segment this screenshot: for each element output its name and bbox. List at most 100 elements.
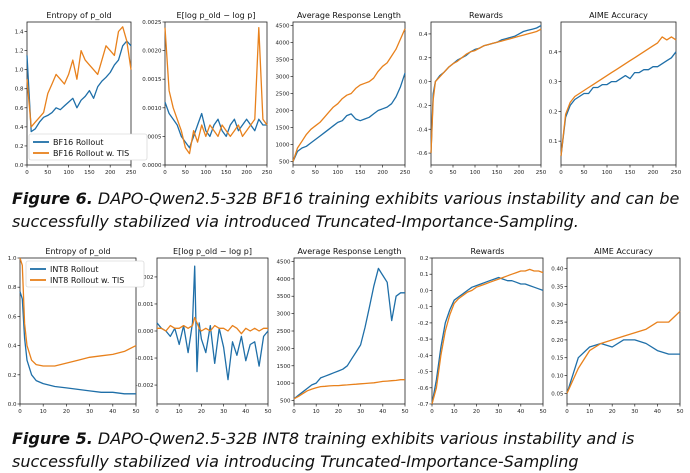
series-line-rollout-tis	[292, 28, 406, 162]
legend: BF16 Rollout BF16 Rollout w. TIS	[28, 133, 148, 161]
x-tick-label: 50	[44, 170, 51, 176]
x-tick-label: 30	[86, 409, 93, 415]
x-tick-label: 50	[265, 409, 272, 415]
chart-panel-4: Rewards 0 50 100 150 200 250 -0.6 -0.4 -0.2 0.0 0.2…	[417, 11, 547, 176]
y-tick-label: 3000	[277, 312, 291, 318]
x-tick-label: 0	[559, 170, 563, 176]
y-tick-label: -0.5	[418, 370, 429, 376]
series-line-rollout	[164, 101, 267, 149]
x-tick-label: 250	[126, 170, 137, 176]
x-tick-label: 50	[402, 409, 409, 415]
x-tick-label: 20	[473, 409, 480, 415]
y-tick-label: -0.4	[417, 127, 428, 133]
y-tick-label: 0.002	[138, 275, 154, 281]
y-tick-label: 4000	[276, 40, 290, 46]
x-tick-label: 20	[198, 409, 205, 415]
x-tick-label: 0	[430, 409, 434, 415]
x-tick-label: 250	[671, 170, 682, 176]
legend-box	[28, 133, 148, 161]
y-tick-label: 0.40	[551, 267, 564, 273]
caption-label: Figure 5.	[12, 429, 93, 448]
x-tick-label: 0	[25, 170, 29, 176]
x-tick-label: 200	[241, 170, 252, 176]
y-tick-label: 1.0	[15, 68, 24, 74]
series-line-rollout-tis	[431, 268, 544, 405]
y-tick-label: 0.0025	[142, 20, 162, 26]
y-tick-label: 0.001	[138, 302, 154, 308]
y-tick-label: 0.4	[419, 32, 428, 38]
y-tick-label: 0.20	[551, 338, 564, 344]
y-tick-label: 0.000	[138, 329, 154, 335]
series-line-rollout-tis	[19, 257, 137, 367]
legend-label: BF16 Rollout w. TIS	[53, 149, 129, 158]
y-tick-label: 0.6	[8, 314, 17, 320]
x-tick-label: 0	[429, 170, 433, 176]
figure-6-charts: Entropy of p_old 0 50 100 150 200 250 0.0 0.2 0.4…	[15, 11, 682, 176]
legend-label: INT8 Rollout w. TIS	[50, 276, 124, 285]
y-tick-label: 0.0005	[142, 134, 162, 140]
plot-frame	[431, 257, 544, 405]
x-tick-label: 40	[242, 409, 249, 415]
x-tick-label: 200	[105, 170, 116, 176]
x-tick-label: 10	[40, 409, 47, 415]
y-tick-label: 0.2	[420, 256, 429, 262]
series-line-rollout	[26, 40, 132, 133]
chart-title: Average Response Length	[297, 11, 401, 20]
x-tick-label: 50	[450, 170, 457, 176]
y-tick-label: 0.4	[8, 344, 17, 350]
plot-frame	[566, 257, 681, 405]
y-tick-label: 0.6	[15, 106, 24, 112]
chart-panel-3: Average Response Length 0 50 100 150 200 250 50…	[276, 11, 411, 176]
y-tick-label: 500	[280, 399, 291, 405]
legend-box	[25, 260, 145, 288]
x-tick-label: 200	[377, 170, 388, 176]
x-tick-label: 10	[586, 409, 593, 415]
x-tick-label: 20	[63, 409, 70, 415]
chart-title: Entropy of p_old	[45, 247, 110, 256]
x-tick-label: 0	[155, 409, 159, 415]
series-line-rollout-tis	[293, 379, 405, 400]
series-line-rollout	[292, 72, 406, 162]
y-tick-label: 1000	[276, 143, 290, 149]
y-tick-label: 2000	[277, 346, 291, 352]
y-tick-label: 0.10	[551, 374, 564, 380]
x-tick-label: 150	[221, 170, 232, 176]
y-tick-label: 0.35	[551, 284, 564, 290]
x-tick-label: 100	[63, 170, 74, 176]
y-tick-label: 0.0015	[142, 77, 162, 83]
y-tick-label: 0.0000	[142, 163, 162, 169]
legend-label: INT8 Rollout	[50, 265, 99, 274]
x-tick-label: 150	[625, 170, 636, 176]
y-tick-label: 0.0	[420, 288, 429, 294]
x-tick-label: 150	[355, 170, 366, 176]
x-tick-label: 50	[581, 170, 588, 176]
x-tick-label: 250	[536, 170, 547, 176]
series-line-rollout-tis	[560, 36, 677, 157]
series-line-rollout-tis	[566, 310, 681, 394]
chart-panel-2: E[log p_old − log p] 0 50 100 150 200 250 0.000…	[142, 11, 272, 176]
y-tick-label: 0.30	[551, 302, 564, 308]
y-tick-label: -0.002	[136, 383, 154, 389]
y-tick-label: 0.2	[8, 373, 17, 379]
x-tick-label: 0	[565, 409, 569, 415]
x-tick-label: 10	[176, 409, 183, 415]
x-tick-label: 50	[312, 170, 319, 176]
x-tick-label: 30	[357, 409, 364, 415]
figure-5-charts: Entropy of p_old 0 10 20 30 40 50 0.0 0.2 0.4 0.6 0…	[8, 247, 684, 415]
legend-label: BF16 Rollout	[53, 138, 103, 147]
chart-title: E[log p_old − log p]	[177, 11, 256, 20]
y-tick-label: 3500	[277, 294, 291, 300]
x-tick-label: 40	[654, 409, 661, 415]
series-line-rollout	[156, 265, 269, 381]
x-tick-label: 0	[18, 409, 22, 415]
y-tick-label: -0.6	[417, 151, 428, 157]
x-tick-label: 200	[514, 170, 525, 176]
chart-panel-9: Rewards 0 10 20 30 40 50 -0.7 -0.6 -0.5 -0.4 -0.3 -0…	[418, 247, 547, 415]
x-tick-label: 0	[292, 409, 296, 415]
y-tick-label: 0.3	[549, 80, 558, 86]
series-line-rollout	[293, 267, 405, 400]
x-tick-label: 0	[291, 170, 295, 176]
series-line-rollout-tis	[26, 26, 132, 128]
x-tick-label: 20	[335, 409, 342, 415]
x-tick-label: 150	[492, 170, 503, 176]
